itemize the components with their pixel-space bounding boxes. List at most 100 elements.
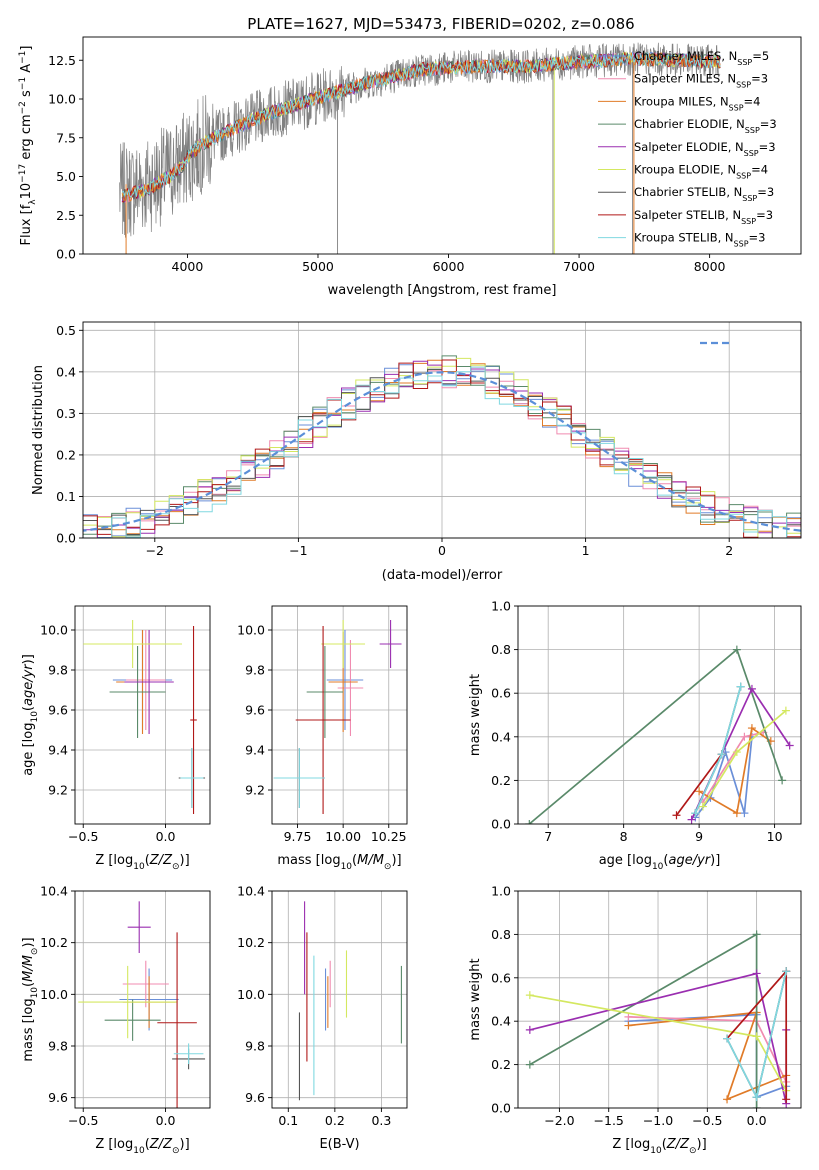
- data-point-3: [104, 999, 161, 1041]
- series-chabrier-elodie: [525, 645, 787, 824]
- model-spectrum-8: [121, 52, 721, 198]
- data-point-8: [173, 1043, 204, 1065]
- series-marker: [747, 684, 756, 693]
- legend-nssp: =3: [756, 208, 773, 222]
- plot-area: [83, 620, 206, 814]
- label-part: (: [21, 982, 36, 987]
- legend-text: Chabrier MILES, N: [634, 49, 737, 63]
- y-tick-label: 9.6: [48, 703, 68, 718]
- x-tick-label: 0.0: [747, 1113, 767, 1128]
- x-tick-label: 0.1: [278, 1113, 298, 1128]
- y-tick-label: 10.2: [40, 935, 68, 950]
- label-part: age/yr: [668, 853, 711, 868]
- x-tick-label: 6000: [433, 259, 465, 274]
- data-point-7: [295, 626, 351, 814]
- series-line: [694, 686, 742, 814]
- plot-area: [298, 901, 402, 1101]
- y-tick-label: 10.0: [40, 987, 68, 1002]
- series-marker: [723, 1095, 732, 1104]
- legend-entry: Kroupa STELIB, NSSP=3: [634, 231, 765, 249]
- y-tick-label: 10.0: [237, 623, 265, 638]
- label-part: Z [log: [95, 1137, 133, 1152]
- label-part: −17: [18, 164, 28, 183]
- data-point-8: [180, 748, 204, 808]
- axes-frame: [271, 890, 408, 1109]
- label-part: )]: [697, 1137, 707, 1152]
- label-part: )]: [21, 654, 36, 664]
- residual-histogram-8: [83, 366, 801, 538]
- axis-label: Z [log10(Z/Z⊙)]: [612, 1137, 706, 1156]
- data-point-7: [190, 626, 197, 814]
- data-point-4: [127, 901, 151, 953]
- series-marker: [752, 930, 761, 939]
- legend-text: Kroupa MILES, N: [634, 94, 729, 108]
- x-tick-label: 0.2: [325, 1113, 345, 1128]
- x-tick-label: 9.75: [284, 829, 312, 844]
- label-part: s: [19, 90, 34, 101]
- series-kroupa-stelib: [723, 967, 791, 1102]
- x-tick-label: 0: [438, 543, 446, 558]
- legend-sub: SSP: [737, 58, 752, 67]
- y-tick-label: 0.4: [491, 1014, 511, 1029]
- x-tick-label: 0.3: [371, 1113, 391, 1128]
- y-tick-label: 9.4: [48, 743, 68, 758]
- label-part: Z [log: [95, 853, 133, 868]
- x-axis-label: wavelength [Angstrom, rest frame]: [328, 283, 557, 298]
- y-tick-label: 10.4: [40, 884, 68, 899]
- x-tick-label: 10: [767, 829, 783, 844]
- series-marker: [525, 991, 534, 1000]
- label-part: M/M: [357, 853, 384, 868]
- series-marker: [698, 802, 707, 811]
- label-part: age/yr: [21, 663, 36, 706]
- legend-entry: Salpeter STELIB, NSSP=3: [634, 208, 773, 226]
- axis-label: Z [log10(Z/Z⊙)]: [95, 853, 189, 872]
- plot-area: [525, 645, 794, 824]
- label-part: Z/Z: [149, 853, 173, 868]
- label-part: Z/Z: [149, 1137, 173, 1152]
- x-tick-label: −1: [289, 543, 307, 558]
- data-point-4: [379, 620, 402, 668]
- label-part: mass [log: [21, 998, 36, 1061]
- x-tick-label: 4000: [172, 259, 204, 274]
- x-tick-label: 9: [695, 829, 703, 844]
- label-part: Z [log: [612, 1137, 650, 1152]
- series-marker: [717, 750, 726, 759]
- panel-age-vs-z: −0.5 0.09.29.49.69.810.0Z [log10(Z/Z⊙)]ag…: [21, 605, 211, 872]
- series-marker: [624, 1021, 633, 1030]
- panel-mass-vs-z: −0.5 0.09.69.810.010.210.4Z [log10(Z/Z⊙)]…: [21, 884, 211, 1156]
- label-part: age [log: [599, 853, 652, 868]
- data-point-4: [124, 630, 174, 734]
- data-point-1: [337, 640, 364, 736]
- data-point-1: [122, 960, 169, 1008]
- legend-text: Salpeter ELODIE, N: [634, 140, 744, 154]
- y-tick-label: 1.0: [491, 599, 511, 614]
- series-marker: [747, 724, 756, 733]
- x-tick-label: −0.5: [692, 1113, 722, 1128]
- plot-area: [119, 42, 721, 254]
- axes-frame: [271, 605, 408, 825]
- legend-text: Kroupa ELODIE, N: [634, 163, 736, 177]
- legend-entry: Kroupa ELODIE, NSSP=4: [634, 163, 768, 181]
- y-tick-label: 0.4: [56, 364, 76, 379]
- x-tick-label: −0.5: [68, 829, 98, 844]
- label-part: 10: [652, 862, 664, 872]
- y-tick-label: 2.5: [56, 208, 76, 223]
- y-tick-label: 0.2: [491, 773, 511, 788]
- y-tick-label: 0.6: [491, 686, 511, 701]
- series-line: [675, 753, 723, 816]
- label-part: erg cm: [19, 114, 34, 163]
- label-part: 10: [133, 862, 145, 872]
- label-part: 10: [30, 987, 40, 999]
- legend-entry: Salpeter ELODIE, NSSP=3: [634, 140, 776, 158]
- series-marker: [781, 706, 790, 715]
- data-point-8: [273, 748, 325, 808]
- legend-sub: SSP: [729, 103, 744, 112]
- data-point-7: [157, 932, 197, 1108]
- legend-text: Salpeter STELIB, N: [634, 208, 741, 222]
- series-marker: [691, 809, 700, 818]
- legend-entry: Chabrier STELIB, NSSP=3: [634, 185, 774, 203]
- label-part: −1: [18, 51, 28, 64]
- x-tick-label: 0.0: [156, 829, 176, 844]
